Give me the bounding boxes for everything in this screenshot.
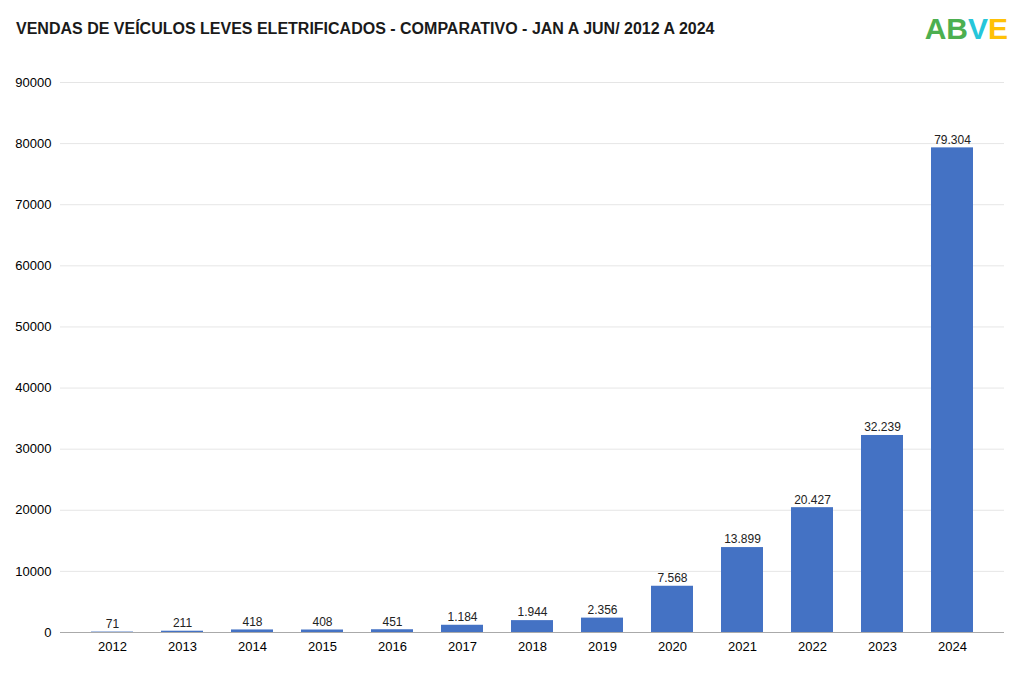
svg-text:2016: 2016 bbox=[378, 639, 407, 654]
svg-text:2019: 2019 bbox=[588, 639, 617, 654]
svg-text:408: 408 bbox=[312, 615, 332, 629]
svg-text:2024: 2024 bbox=[938, 639, 967, 654]
svg-text:2020: 2020 bbox=[658, 639, 687, 654]
svg-text:2023: 2023 bbox=[868, 639, 897, 654]
svg-text:2015: 2015 bbox=[308, 639, 337, 654]
svg-text:2014: 2014 bbox=[238, 639, 267, 654]
svg-text:0: 0 bbox=[44, 625, 51, 640]
svg-text:13.899: 13.899 bbox=[724, 532, 761, 546]
html-text:VENDAS DE VEÍCULOS LEVES ELETR: VENDAS DE VEÍCULOS LEVES ELETRIFICADOS -… bbox=[16, 20, 715, 37]
svg-text:7.568: 7.568 bbox=[657, 571, 687, 585]
svg-text:20000: 20000 bbox=[15, 502, 51, 517]
svg-text:2022: 2022 bbox=[798, 639, 827, 654]
svg-text:418: 418 bbox=[242, 615, 262, 629]
svg-text:2018: 2018 bbox=[518, 639, 547, 654]
svg-text:451: 451 bbox=[382, 615, 402, 629]
svg-text:211: 211 bbox=[173, 616, 192, 630]
svg-text:60000: 60000 bbox=[15, 258, 51, 273]
svg-text:1.944: 1.944 bbox=[517, 605, 547, 619]
svg-text:80000: 80000 bbox=[15, 136, 51, 151]
svg-text:10000: 10000 bbox=[15, 564, 51, 579]
svg-text:30000: 30000 bbox=[15, 441, 51, 456]
svg-text:20.427: 20.427 bbox=[794, 493, 831, 507]
svg-text:1.184: 1.184 bbox=[447, 610, 477, 624]
svg-text:70000: 70000 bbox=[15, 197, 51, 212]
svg-text:2012: 2012 bbox=[98, 639, 127, 654]
svg-text:2.356: 2.356 bbox=[587, 603, 617, 617]
svg-text:2013: 2013 bbox=[168, 639, 197, 654]
html-text:AB V E: AB V E bbox=[924, 12, 1008, 45]
svg-text:71: 71 bbox=[106, 617, 120, 631]
svg-text:40000: 40000 bbox=[15, 380, 51, 395]
svg-text:2021: 2021 bbox=[728, 639, 757, 654]
svg-text:2017: 2017 bbox=[448, 639, 477, 654]
svg-text:90000: 90000 bbox=[15, 75, 51, 90]
svg-text:50000: 50000 bbox=[15, 319, 51, 334]
svg-text:32.239: 32.239 bbox=[864, 420, 901, 434]
svg-text:79.304: 79.304 bbox=[934, 133, 971, 147]
